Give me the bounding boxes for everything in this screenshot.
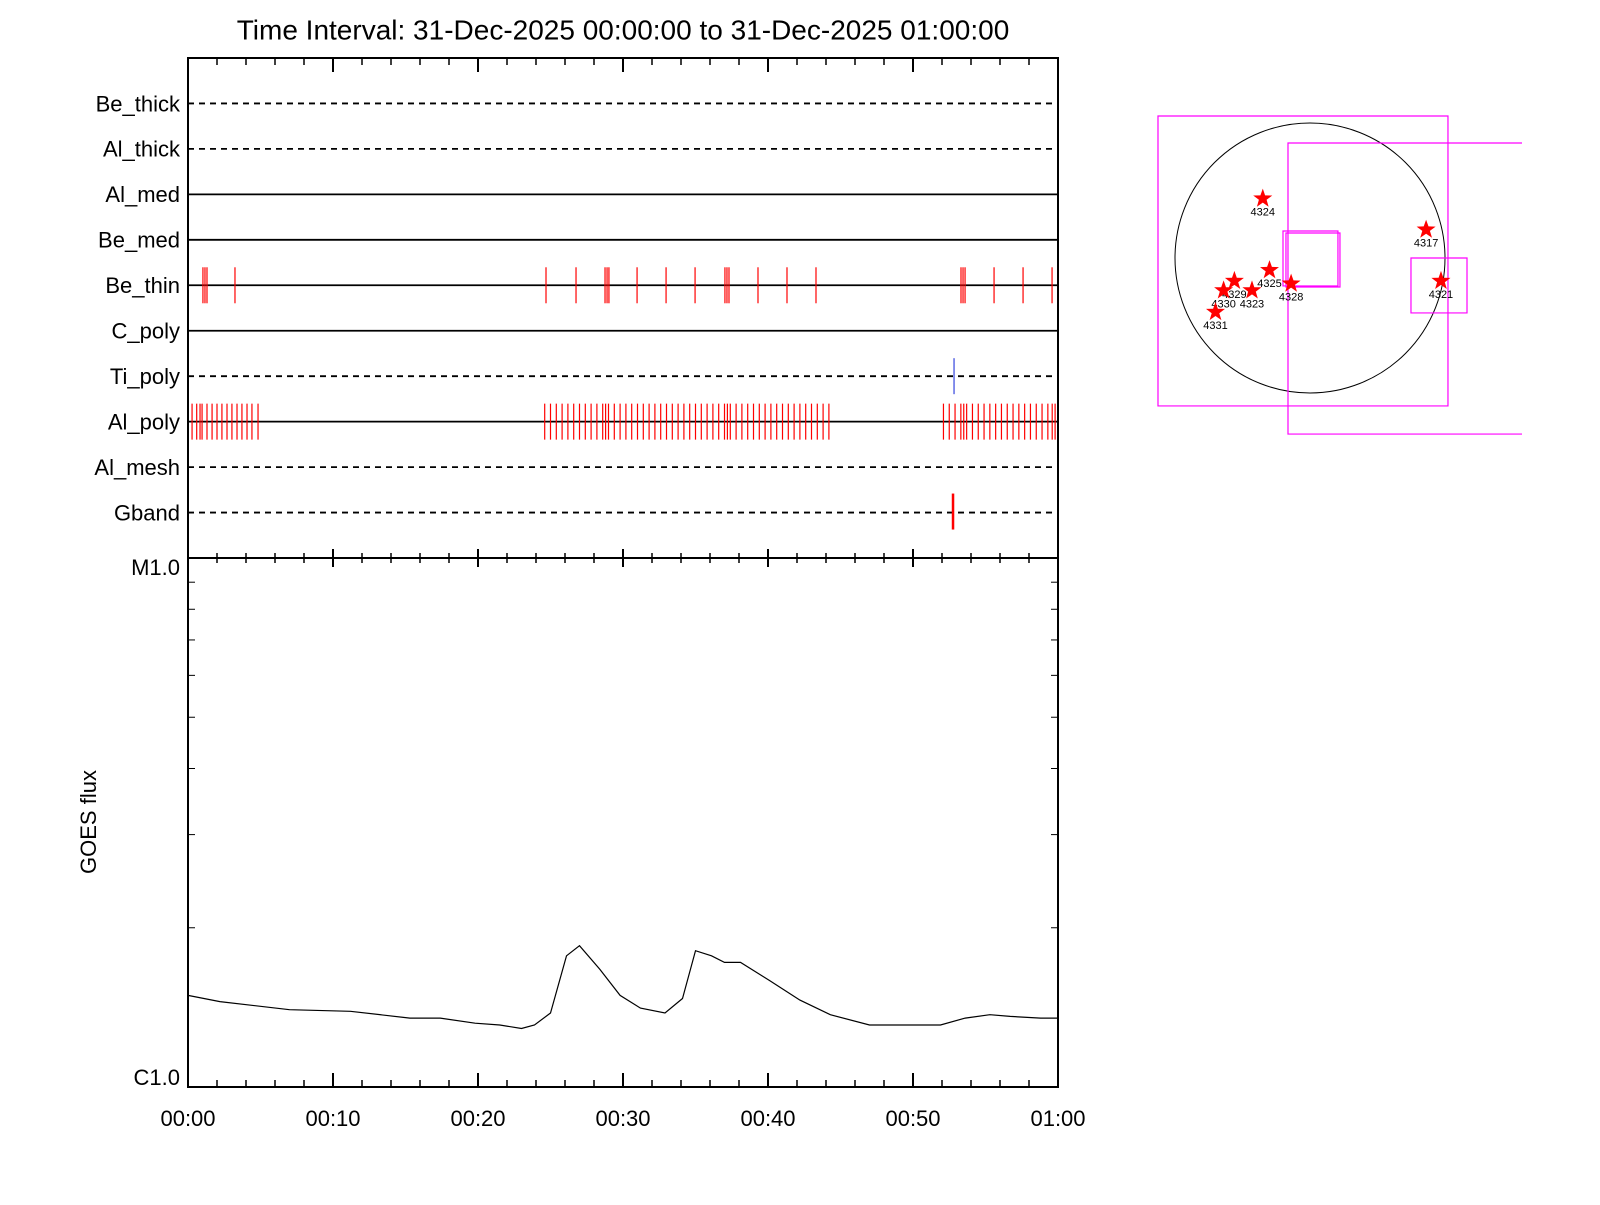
row-label: C_poly xyxy=(112,319,180,344)
row-label: Be_med xyxy=(98,228,180,253)
region-label: 4325 xyxy=(1257,278,1281,290)
region-label: 4331 xyxy=(1203,320,1227,332)
x-tick-label: 00:30 xyxy=(595,1106,650,1131)
chart-title: Time Interval: 31-Dec-2025 00:00:00 to 3… xyxy=(237,14,1010,45)
y-tick-label: M1.0 xyxy=(131,555,180,580)
row-label: Al_mesh xyxy=(94,455,180,480)
region-label: 4329 xyxy=(1222,289,1246,301)
fov-box xyxy=(1410,257,1468,314)
flux-line xyxy=(187,944,1058,1030)
region-label: 4323 xyxy=(1240,298,1264,310)
x-tick-label: 00:00 xyxy=(160,1106,215,1131)
region-star xyxy=(1253,188,1273,207)
fov-box xyxy=(1285,232,1341,288)
row-label: Al_med xyxy=(105,182,180,207)
region-star xyxy=(1431,270,1451,289)
x-tick-label: 00:10 xyxy=(305,1106,360,1131)
region-star xyxy=(1416,219,1436,238)
row-label: Be_thick xyxy=(96,91,181,116)
region-star xyxy=(1214,280,1234,299)
region-star xyxy=(1260,260,1279,279)
fov-box xyxy=(1282,230,1339,287)
fov-box xyxy=(1157,115,1449,407)
x-tick-label: 00:50 xyxy=(885,1106,940,1131)
region-label: 4328 xyxy=(1279,292,1303,304)
row-label: Ti_poly xyxy=(110,364,180,389)
region-label: 4321 xyxy=(1429,289,1453,301)
x-tick-label: 00:20 xyxy=(450,1106,505,1131)
row-label: Al_thick xyxy=(103,137,181,162)
row-label: Al_poly xyxy=(108,409,180,434)
y-axis-label: GOES flux xyxy=(76,770,101,874)
x-tick-label: 01:00 xyxy=(1030,1106,1085,1131)
row-label: Be_thin xyxy=(105,273,180,298)
region-star xyxy=(1224,270,1244,289)
region-label: 4330 xyxy=(1211,298,1235,310)
y-tick-label: C1.0 xyxy=(134,1065,180,1090)
row-label: Gband xyxy=(114,500,180,525)
region-label: 4317 xyxy=(1414,238,1438,250)
region-star xyxy=(1206,302,1225,321)
x-tick-label: 00:40 xyxy=(740,1106,795,1131)
region-label: 4324 xyxy=(1251,207,1275,219)
region-star xyxy=(1242,280,1262,299)
region-star xyxy=(1281,273,1301,292)
